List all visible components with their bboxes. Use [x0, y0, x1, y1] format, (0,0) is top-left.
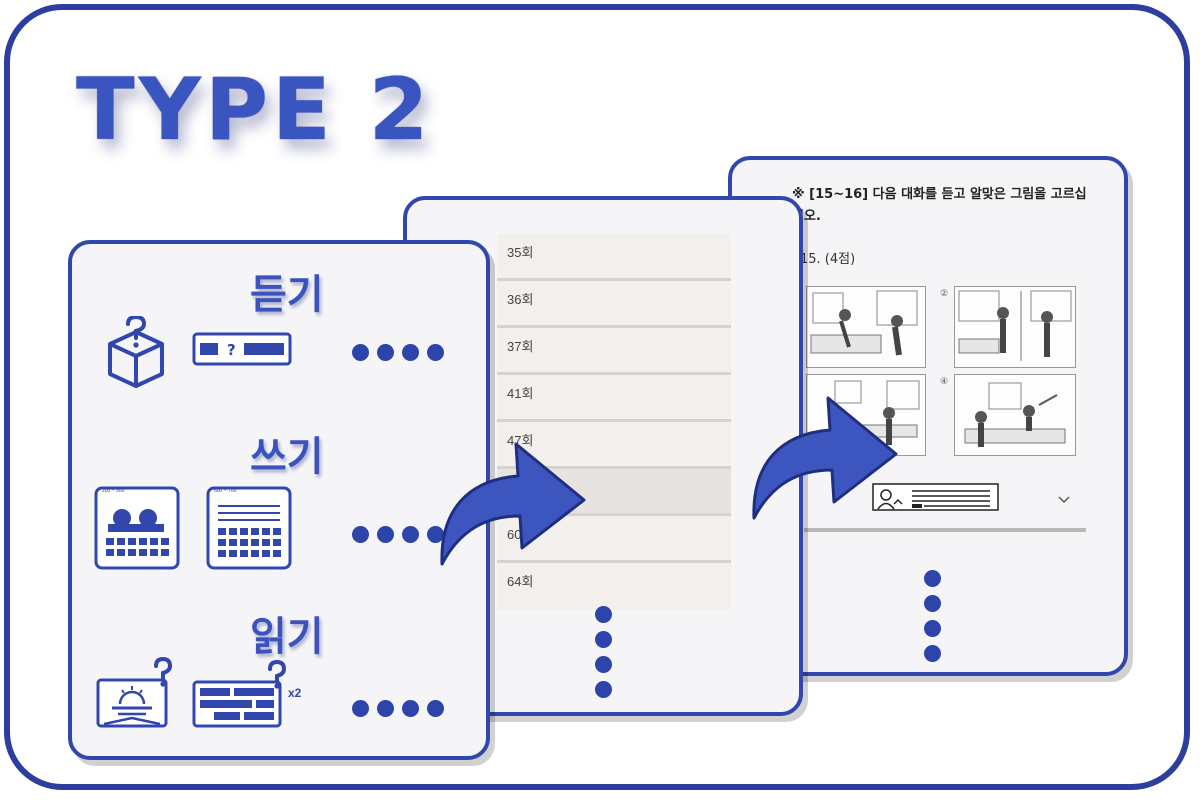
multiplier-label: x2 — [288, 686, 302, 700]
reading-heading: 읽기 — [250, 614, 324, 660]
word-count-label: 200 ~ 300 — [102, 488, 125, 494]
more-vertical-dots — [595, 606, 612, 698]
manuscript-photo-grid-icon — [94, 486, 180, 574]
more-vertical-dots — [924, 570, 941, 662]
word-count-label: 600 ~ 700 — [214, 488, 237, 494]
section-card: 듣기 ? 쓰기 20 — [68, 240, 490, 760]
episode-row[interactable]: 64회 — [507, 574, 534, 589]
page-title: TYPE 2 — [76, 60, 433, 160]
box-question-icon — [104, 314, 168, 392]
picture-question-icon — [96, 656, 180, 732]
audio-progress-bar[interactable] — [804, 528, 1086, 532]
question-number: 15. (4점) — [800, 252, 856, 267]
episode-row[interactable]: 37회 — [497, 328, 731, 375]
svg-text:?: ? — [227, 341, 236, 359]
episode-row[interactable]: 41회 — [497, 375, 731, 422]
answer-picture-2[interactable] — [954, 286, 1076, 368]
writing-heading: 쓰기 — [250, 434, 324, 480]
choice-label-4: ④ — [940, 376, 949, 386]
answer-picture-1[interactable] — [806, 286, 926, 368]
chevron-down-icon[interactable] — [1058, 490, 1070, 509]
question-instruction: ※ [15~16] 다음 대화를 듣고 알맞은 그림을 고르십시오. — [792, 187, 1087, 224]
episode-row[interactable]: 47회 — [497, 422, 731, 469]
episode-row[interactable]: 35회 — [497, 234, 731, 281]
curved-arrow-icon — [438, 440, 588, 574]
episode-row[interactable]: 36회 — [497, 281, 731, 328]
choice-label-2: ② — [940, 288, 949, 298]
text-blocks-question-icon — [192, 659, 292, 734]
listening-heading: 듣기 — [250, 272, 324, 318]
more-dots — [352, 344, 444, 361]
more-dots — [352, 700, 444, 717]
curved-arrow-icon — [750, 394, 900, 528]
manuscript-grid-icon — [206, 486, 292, 574]
audio-script-icon[interactable] — [872, 482, 1000, 518]
answer-picture-4[interactable] — [954, 374, 1076, 456]
more-dots — [352, 526, 444, 543]
blank-bar-question-icon: ? — [192, 332, 292, 370]
